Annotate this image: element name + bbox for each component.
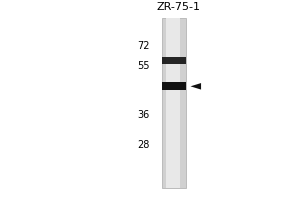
Text: 36: 36 [138,110,150,120]
Bar [166,18,179,188]
Bar [162,82,186,90]
Bar [162,18,186,188]
Text: 28: 28 [138,140,150,150]
Text: 72: 72 [137,41,150,51]
Text: 55: 55 [137,61,150,71]
Polygon shape [190,83,201,90]
Text: ZR-75-1: ZR-75-1 [157,2,200,12]
Bar [162,57,186,64]
